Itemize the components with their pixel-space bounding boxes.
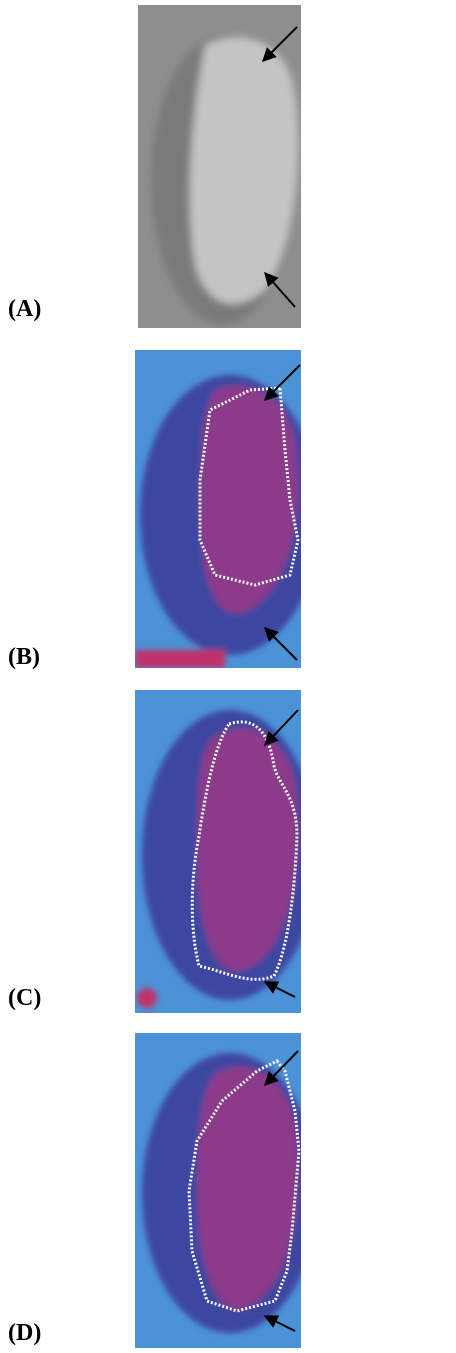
segmentation-image <box>135 1033 301 1348</box>
panel-label: (B) <box>8 644 40 671</box>
segmentation-image <box>135 350 301 668</box>
panel-label: (D) <box>8 1320 41 1347</box>
panel-label: (C) <box>8 985 41 1012</box>
ct-image <box>135 5 301 328</box>
panel-label: (A) <box>8 296 41 323</box>
segmentation-image <box>135 690 301 1013</box>
figure: (A) (B) (C) (D) <box>0 0 456 1353</box>
